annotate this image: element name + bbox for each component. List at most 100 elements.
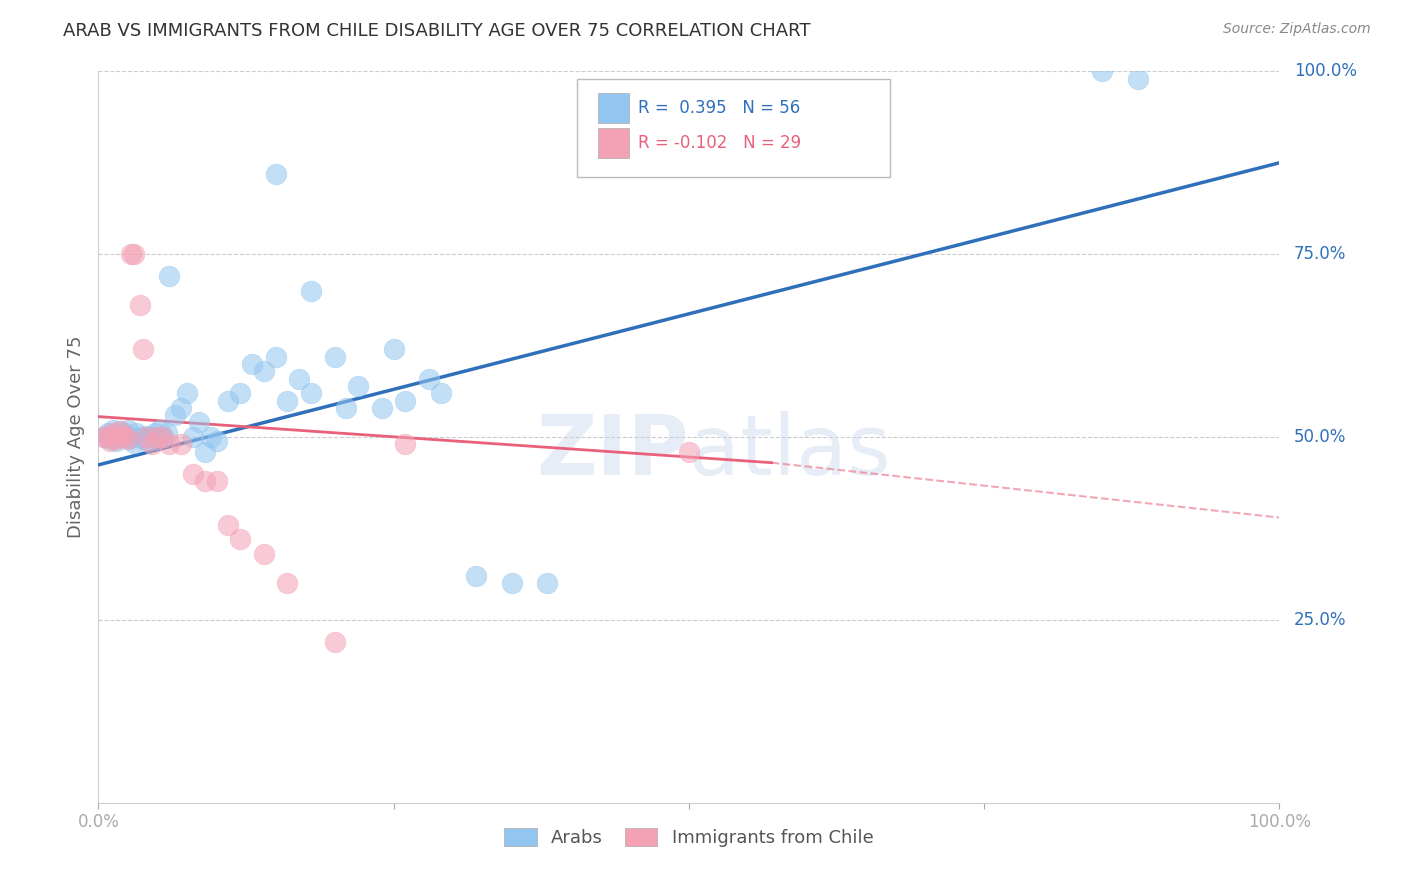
Point — [1126, 71, 1149, 86]
Point — [371, 401, 394, 415]
Text: 100.0%: 100.0% — [1294, 62, 1357, 80]
Point — [299, 386, 322, 401]
Point — [128, 430, 150, 444]
Point — [108, 424, 131, 438]
Point — [181, 467, 204, 481]
Point — [117, 432, 139, 446]
Point — [170, 437, 193, 451]
Point — [149, 423, 172, 437]
Point — [240, 357, 263, 371]
Text: ZIP: ZIP — [537, 411, 689, 492]
Point — [122, 247, 145, 261]
Point — [335, 401, 357, 415]
Point — [323, 350, 346, 364]
Point — [276, 393, 298, 408]
Point — [229, 533, 252, 547]
Point — [128, 298, 150, 312]
Point — [141, 437, 163, 451]
Point — [181, 430, 204, 444]
Point — [112, 426, 135, 441]
Text: 75.0%: 75.0% — [1294, 245, 1346, 263]
Point — [1091, 64, 1114, 78]
Point — [194, 444, 217, 458]
Point — [299, 284, 322, 298]
FancyBboxPatch shape — [598, 93, 628, 123]
Point — [125, 426, 148, 441]
Y-axis label: Disability Age Over 75: Disability Age Over 75 — [66, 335, 84, 539]
Point — [146, 432, 169, 446]
Point — [121, 430, 143, 444]
Point — [176, 386, 198, 401]
Point — [97, 428, 120, 442]
Point — [229, 386, 252, 401]
Point — [382, 343, 405, 357]
Point — [288, 371, 311, 385]
Point — [98, 432, 121, 446]
Point — [135, 430, 157, 444]
Point — [264, 167, 287, 181]
Point — [105, 434, 128, 448]
Point — [146, 430, 169, 444]
FancyBboxPatch shape — [598, 128, 628, 159]
Point — [170, 401, 193, 415]
Point — [143, 426, 166, 441]
Point — [347, 379, 370, 393]
Point — [111, 430, 134, 444]
Point — [187, 416, 209, 430]
Point — [117, 423, 139, 437]
Point — [156, 426, 179, 441]
Point — [205, 434, 228, 448]
Point — [394, 437, 416, 451]
FancyBboxPatch shape — [576, 78, 890, 178]
Point — [141, 430, 163, 444]
Text: ARAB VS IMMIGRANTS FROM CHILE DISABILITY AGE OVER 75 CORRELATION CHART: ARAB VS IMMIGRANTS FROM CHILE DISABILITY… — [63, 22, 811, 40]
Legend: Arabs, Immigrants from Chile: Arabs, Immigrants from Chile — [495, 819, 883, 856]
Point — [121, 247, 143, 261]
Point — [157, 437, 180, 451]
Point — [323, 635, 346, 649]
Point — [132, 343, 155, 357]
Point — [117, 432, 139, 446]
Point — [501, 576, 523, 591]
Point — [253, 364, 276, 378]
Text: R =  0.395   N = 56: R = 0.395 N = 56 — [638, 99, 800, 117]
Text: atlas: atlas — [689, 411, 890, 492]
Point — [108, 424, 131, 438]
Point — [165, 408, 187, 422]
Point — [101, 426, 124, 441]
Point — [93, 430, 115, 444]
Point — [122, 436, 145, 450]
Point — [132, 432, 155, 446]
Point — [101, 423, 124, 437]
Point — [430, 386, 453, 401]
Point — [105, 428, 128, 442]
Point — [152, 430, 174, 444]
Point — [536, 576, 558, 591]
Text: 25.0%: 25.0% — [1294, 611, 1346, 629]
Text: Source: ZipAtlas.com: Source: ZipAtlas.com — [1223, 22, 1371, 37]
Point — [217, 517, 239, 532]
Point — [98, 434, 121, 448]
Point — [105, 432, 128, 446]
Point — [253, 547, 276, 561]
Point — [200, 430, 222, 444]
Point — [157, 269, 180, 284]
Text: 50.0%: 50.0% — [1294, 428, 1346, 446]
Point — [276, 576, 298, 591]
Point — [678, 444, 700, 458]
Point — [394, 393, 416, 408]
Point — [93, 430, 115, 444]
Point — [194, 474, 217, 488]
Point — [97, 426, 120, 441]
Point — [136, 434, 159, 448]
Point — [111, 430, 134, 444]
Point — [264, 350, 287, 364]
Point — [112, 428, 135, 442]
Text: R = -0.102   N = 29: R = -0.102 N = 29 — [638, 134, 801, 152]
Point — [205, 474, 228, 488]
Point — [418, 371, 440, 385]
Point — [152, 430, 174, 444]
Point — [465, 569, 488, 583]
Point — [217, 393, 239, 408]
Point — [135, 428, 157, 442]
